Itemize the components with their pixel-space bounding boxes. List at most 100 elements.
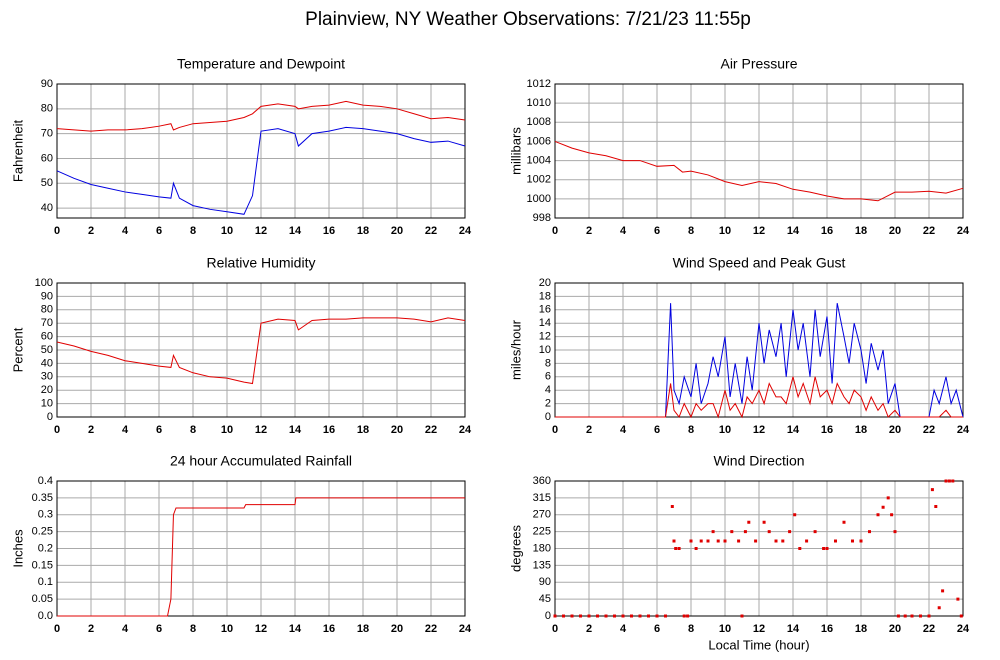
x-tick-label: 6 <box>156 424 162 436</box>
data-point <box>762 520 766 524</box>
y-tick-label: 4 <box>545 384 551 396</box>
y-tick-label: 225 <box>533 526 551 538</box>
chart-title: Relative Humidity <box>207 255 316 271</box>
data-point <box>562 614 565 618</box>
x-tick-label: 18 <box>357 225 369 237</box>
x-tick-label: 12 <box>255 424 267 436</box>
x-tick-label: 2 <box>586 623 592 635</box>
x-axis-label: Local Time (hour) <box>708 637 809 652</box>
x-tick-label: 24 <box>957 424 970 436</box>
y-tick-label: 20 <box>41 384 53 396</box>
y-tick-label: 40 <box>41 202 53 214</box>
data-line <box>555 303 964 418</box>
data-line <box>555 376 963 419</box>
y-tick-label: 1012 <box>527 78 551 90</box>
x-tick-label: 4 <box>122 225 129 237</box>
y-tick-label: 30 <box>41 371 53 383</box>
data-point <box>825 547 829 550</box>
data-point <box>674 547 678 550</box>
x-tick-label: 10 <box>221 623 233 635</box>
x-tick-label: 4 <box>620 623 627 635</box>
data-point <box>934 505 938 508</box>
y-tick-label: 90 <box>41 290 53 302</box>
chart-title: Wind Speed and Peak Gust <box>673 255 846 271</box>
data-point <box>672 539 676 543</box>
x-tick-label: 6 <box>654 424 660 436</box>
x-tick-label: 14 <box>289 623 302 635</box>
x-tick-label: 8 <box>688 623 694 635</box>
data-point <box>798 547 802 550</box>
y-axis-label: degrees <box>508 525 523 572</box>
data-point <box>805 539 809 543</box>
x-tick-label: 8 <box>190 424 196 436</box>
y-tick-label: 70 <box>41 128 53 140</box>
y-tick-label: 135 <box>533 559 551 571</box>
data-point <box>670 505 674 508</box>
x-tick-label: 2 <box>88 623 94 635</box>
y-tick-label: 1004 <box>527 154 551 166</box>
x-tick-label: 18 <box>855 225 867 237</box>
x-tick-label: 16 <box>323 424 335 436</box>
y-tick-label: 0.35 <box>32 492 53 504</box>
data-point <box>677 547 681 550</box>
data-point <box>851 539 854 543</box>
y-tick-label: 0.4 <box>38 475 53 487</box>
y-tick-label: 0 <box>545 610 551 622</box>
y-tick-label: 1006 <box>527 135 551 147</box>
x-tick-label: 6 <box>156 225 162 237</box>
y-tick-label: 2 <box>545 398 551 410</box>
data-point <box>711 530 715 534</box>
y-tick-label: 60 <box>41 331 53 343</box>
x-tick-label: 14 <box>289 225 302 237</box>
x-tick-label: 0 <box>552 225 558 237</box>
y-tick-label: 10 <box>539 344 551 356</box>
y-tick-label: 18 <box>539 290 551 302</box>
y-tick-label: 50 <box>41 177 53 189</box>
data-point <box>686 614 690 618</box>
data-point <box>604 614 608 618</box>
x-tick-label: 12 <box>753 225 765 237</box>
y-tick-label: 1000 <box>527 193 551 205</box>
x-tick-label: 4 <box>122 623 129 635</box>
data-point <box>881 505 885 509</box>
data-point <box>730 530 734 534</box>
x-tick-label: 10 <box>719 424 731 436</box>
y-tick-label: 90 <box>539 576 551 588</box>
chart-title: Air Pressure <box>720 56 797 72</box>
y-tick-label: 45 <box>539 593 551 605</box>
data-point <box>793 513 797 517</box>
data-line <box>554 140 964 202</box>
x-tick-label: 24 <box>459 225 472 237</box>
x-tick-label: 0 <box>552 424 558 436</box>
y-tick-label: 0.2 <box>38 542 53 554</box>
x-tick-label: 22 <box>425 225 437 237</box>
y-tick-label: 80 <box>41 103 53 115</box>
x-tick-label: 12 <box>753 424 765 436</box>
data-point <box>893 530 897 534</box>
y-tick-label: 12 <box>539 331 551 343</box>
data-point <box>723 539 727 543</box>
data-point <box>822 547 826 550</box>
data-point <box>699 539 703 543</box>
y-tick-label: 270 <box>533 509 551 521</box>
y-tick-label: 90 <box>41 78 53 90</box>
data-line <box>56 100 466 132</box>
y-tick-label: 360 <box>533 475 551 487</box>
y-tick-label: 1010 <box>527 97 551 109</box>
chart-title: 24 hour Accumulated Rainfall <box>170 453 352 469</box>
plot-frame <box>56 83 466 219</box>
y-tick-label: 40 <box>41 357 53 369</box>
data-point <box>682 614 686 618</box>
data-point <box>638 614 642 618</box>
x-tick-label: 20 <box>889 225 901 237</box>
y-axis-label: Inches <box>10 529 25 568</box>
x-tick-label: 22 <box>923 623 935 635</box>
data-point <box>788 530 792 534</box>
x-tick-label: 4 <box>122 424 129 436</box>
data-point <box>886 496 890 500</box>
data-line <box>56 317 466 385</box>
data-point <box>930 488 934 492</box>
x-tick-label: 14 <box>787 424 800 436</box>
x-tick-label: 18 <box>855 424 867 436</box>
